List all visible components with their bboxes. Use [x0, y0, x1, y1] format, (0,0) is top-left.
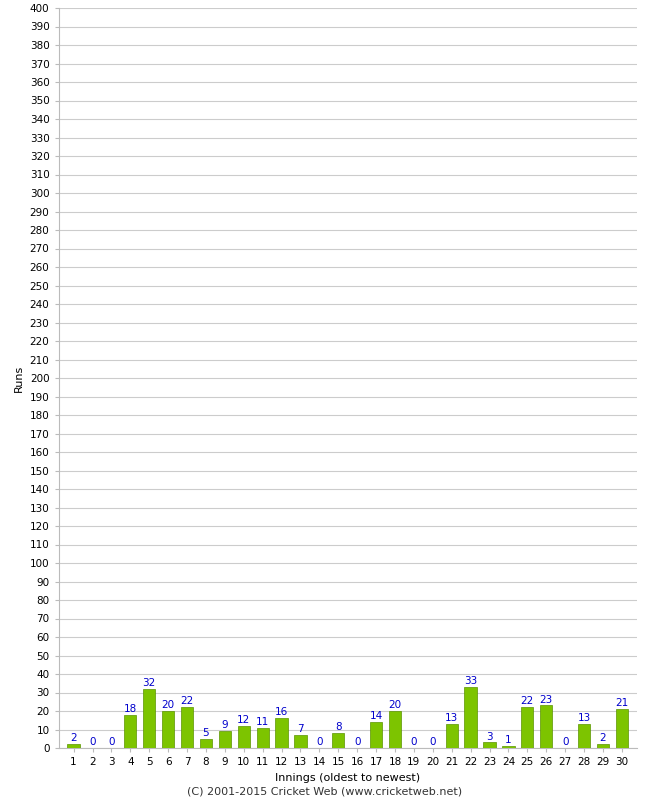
Bar	[389, 711, 401, 748]
Bar	[502, 746, 515, 748]
Text: 9: 9	[222, 721, 228, 730]
Bar	[484, 742, 496, 748]
Text: 0: 0	[562, 737, 568, 747]
Text: 20: 20	[162, 700, 175, 710]
Text: 0: 0	[316, 737, 322, 747]
Bar	[238, 726, 250, 748]
Text: 3: 3	[486, 731, 493, 742]
Text: 13: 13	[445, 713, 458, 723]
Text: 21: 21	[616, 698, 629, 708]
Text: 13: 13	[577, 713, 591, 723]
Text: 22: 22	[181, 696, 194, 706]
Bar	[68, 744, 80, 748]
Bar	[370, 722, 382, 748]
Bar	[200, 738, 212, 748]
Bar	[597, 744, 609, 748]
Text: 0: 0	[430, 737, 436, 747]
Bar	[540, 706, 552, 748]
Text: 5: 5	[203, 728, 209, 738]
Text: 23: 23	[540, 694, 553, 705]
Bar	[276, 718, 288, 748]
Text: 7: 7	[297, 724, 304, 734]
Text: 12: 12	[237, 715, 250, 725]
Bar	[162, 711, 174, 748]
Bar	[521, 707, 534, 748]
Bar	[294, 735, 307, 748]
Text: 2: 2	[70, 734, 77, 743]
Text: 20: 20	[389, 700, 402, 710]
Text: 1: 1	[505, 735, 512, 746]
Bar	[143, 689, 155, 748]
Text: 0: 0	[108, 737, 114, 747]
Text: 0: 0	[89, 737, 96, 747]
Y-axis label: Runs: Runs	[14, 364, 24, 392]
Bar	[257, 728, 269, 748]
Text: 14: 14	[369, 711, 383, 721]
Bar	[124, 714, 136, 748]
Bar	[446, 724, 458, 748]
Bar	[465, 687, 477, 748]
Text: 16: 16	[275, 707, 288, 718]
Text: 32: 32	[142, 678, 156, 688]
Text: 2: 2	[600, 734, 606, 743]
Text: 8: 8	[335, 722, 342, 732]
Text: 33: 33	[464, 676, 477, 686]
Text: 18: 18	[124, 704, 137, 714]
X-axis label: Innings (oldest to newest): Innings (oldest to newest)	[275, 773, 421, 782]
Text: 0: 0	[354, 737, 361, 747]
Bar	[332, 734, 345, 748]
Bar	[616, 709, 628, 748]
Bar	[578, 724, 590, 748]
Text: 0: 0	[411, 737, 417, 747]
Bar	[181, 707, 193, 748]
Text: (C) 2001-2015 Cricket Web (www.cricketweb.net): (C) 2001-2015 Cricket Web (www.cricketwe…	[187, 786, 463, 796]
Bar	[218, 731, 231, 748]
Text: 22: 22	[521, 696, 534, 706]
Text: 11: 11	[256, 717, 269, 726]
